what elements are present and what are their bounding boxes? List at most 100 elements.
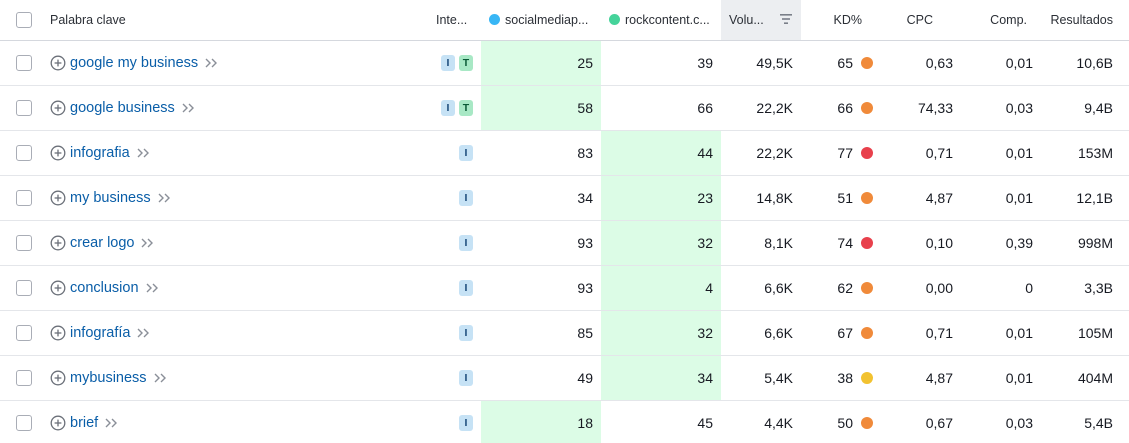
- keyword-serp-chevron-icon[interactable]: [145, 282, 159, 294]
- kd-difficulty-dot-icon: [861, 191, 873, 204]
- col-header-intent[interactable]: Inte...: [434, 0, 481, 41]
- add-keyword-icon[interactable]: [50, 190, 66, 206]
- intent-badge: T: [459, 55, 473, 72]
- add-keyword-icon[interactable]: [50, 370, 66, 386]
- cpc-cell: 0,10: [881, 220, 961, 266]
- kd-cell: 66: [801, 85, 881, 131]
- volume-cell: 49,5K: [721, 40, 801, 86]
- cpc-cell: 74,33: [881, 85, 961, 131]
- add-keyword-icon[interactable]: [50, 280, 66, 296]
- intent-badge: I: [459, 235, 473, 252]
- row-select-cell: [0, 40, 50, 86]
- site2-position-cell: 23: [601, 175, 721, 221]
- table-header-row: Palabra clave Inte... socialmediap... ro…: [0, 0, 1129, 41]
- volume-cell: 5,4K: [721, 355, 801, 401]
- results-cell: 3,3B: [1041, 265, 1129, 311]
- cpc-cell: 0,71: [881, 310, 961, 356]
- add-keyword-icon[interactable]: [50, 55, 66, 71]
- row-checkbox[interactable]: [16, 190, 32, 207]
- keyword-link[interactable]: infografia: [70, 144, 130, 161]
- kd-cell: 51: [801, 175, 881, 221]
- site1-position-cell: 34: [481, 175, 601, 221]
- keyword-cell: my business: [50, 175, 434, 221]
- table-row: brief I 18 45 4,4K 50 0,67 0,03 5,4B: [0, 400, 1129, 443]
- keyword-serp-chevron-icon[interactable]: [153, 372, 167, 384]
- volume-cell: 8,1K: [721, 220, 801, 266]
- kd-difficulty-dot-icon: [861, 56, 873, 69]
- col-header-keyword[interactable]: Palabra clave: [50, 0, 434, 41]
- keyword-link[interactable]: infografía: [70, 324, 131, 341]
- keyword-link[interactable]: my business: [70, 189, 151, 206]
- kd-cell: 77: [801, 130, 881, 176]
- col-header-kd[interactable]: KD%: [801, 0, 881, 41]
- kd-value: 74: [837, 234, 853, 251]
- row-checkbox[interactable]: [16, 100, 32, 117]
- add-keyword-icon[interactable]: [50, 100, 66, 116]
- results-cell: 105M: [1041, 310, 1129, 356]
- kd-difficulty-dot-icon: [861, 146, 873, 159]
- keyword-serp-chevron-icon[interactable]: [136, 327, 150, 339]
- keyword-serp-chevron-icon[interactable]: [104, 417, 118, 429]
- keyword-serp-chevron-icon[interactable]: [136, 147, 150, 159]
- col-header-results[interactable]: Resultados: [1041, 0, 1129, 41]
- row-select-cell: [0, 265, 50, 311]
- keyword-serp-chevron-icon[interactable]: [140, 237, 154, 249]
- kd-cell: 62: [801, 265, 881, 311]
- cpc-cell: 4,87: [881, 175, 961, 221]
- col-header-comp[interactable]: Comp.: [961, 0, 1041, 41]
- row-checkbox[interactable]: [16, 55, 32, 72]
- comp-cell: 0,03: [961, 85, 1041, 131]
- row-checkbox[interactable]: [16, 280, 32, 297]
- keyword-link[interactable]: conclusion: [70, 279, 139, 296]
- add-keyword-icon[interactable]: [50, 415, 66, 431]
- results-cell: 404M: [1041, 355, 1129, 401]
- col-header-volume[interactable]: Volu...: [721, 0, 801, 41]
- row-checkbox[interactable]: [16, 235, 32, 252]
- keyword-link[interactable]: google my business: [70, 54, 199, 71]
- col-header-cpc[interactable]: CPC: [881, 0, 961, 41]
- site1-dot-icon: [489, 13, 500, 25]
- keyword-link[interactable]: brief: [70, 414, 99, 431]
- cpc-cell: 0,67: [881, 400, 961, 443]
- keyword-serp-chevron-icon[interactable]: [204, 57, 218, 69]
- site1-position-cell: 93: [481, 220, 601, 266]
- keyword-serp-chevron-icon[interactable]: [181, 102, 195, 114]
- keyword-link[interactable]: crear logo: [70, 234, 135, 251]
- results-cell: 12,1B: [1041, 175, 1129, 221]
- add-keyword-icon[interactable]: [50, 235, 66, 251]
- site2-position-cell: 34: [601, 355, 721, 401]
- kd-value: 50: [837, 414, 853, 431]
- keyword-link[interactable]: google business: [70, 99, 175, 116]
- results-cell: 998M: [1041, 220, 1129, 266]
- cpc-cell: 4,87: [881, 355, 961, 401]
- add-keyword-icon[interactable]: [50, 325, 66, 341]
- col-header-site2[interactable]: rockcontent.c...: [601, 0, 721, 41]
- keyword-serp-chevron-icon[interactable]: [157, 192, 171, 204]
- keyword-link[interactable]: mybusiness: [70, 369, 147, 386]
- table-row: crear logo I 93 32 8,1K 74 0,10 0,39 998M: [0, 220, 1129, 266]
- comp-cell: 0,01: [961, 310, 1041, 356]
- site1-position-cell: 93: [481, 265, 601, 311]
- comp-cell: 0,01: [961, 355, 1041, 401]
- site2-position-cell: 4: [601, 265, 721, 311]
- select-all-checkbox[interactable]: [16, 11, 32, 28]
- row-checkbox[interactable]: [16, 145, 32, 162]
- site1-position-cell: 83: [481, 130, 601, 176]
- row-checkbox[interactable]: [16, 325, 32, 342]
- kd-value: 67: [837, 324, 853, 341]
- intent-cell: I: [434, 355, 481, 401]
- keyword-cell: crear logo: [50, 220, 434, 266]
- volume-cell: 14,8K: [721, 175, 801, 221]
- kd-value: 65: [837, 54, 853, 71]
- add-keyword-icon[interactable]: [50, 145, 66, 161]
- row-select-cell: [0, 85, 50, 131]
- kd-cell: 74: [801, 220, 881, 266]
- col-header-site1[interactable]: socialmediap...: [481, 0, 601, 41]
- comp-cell: 0,01: [961, 175, 1041, 221]
- row-checkbox[interactable]: [16, 415, 32, 432]
- volume-cell: 6,6K: [721, 265, 801, 311]
- intent-cell: I: [434, 310, 481, 356]
- row-checkbox[interactable]: [16, 370, 32, 387]
- sort-icon[interactable]: [779, 13, 793, 25]
